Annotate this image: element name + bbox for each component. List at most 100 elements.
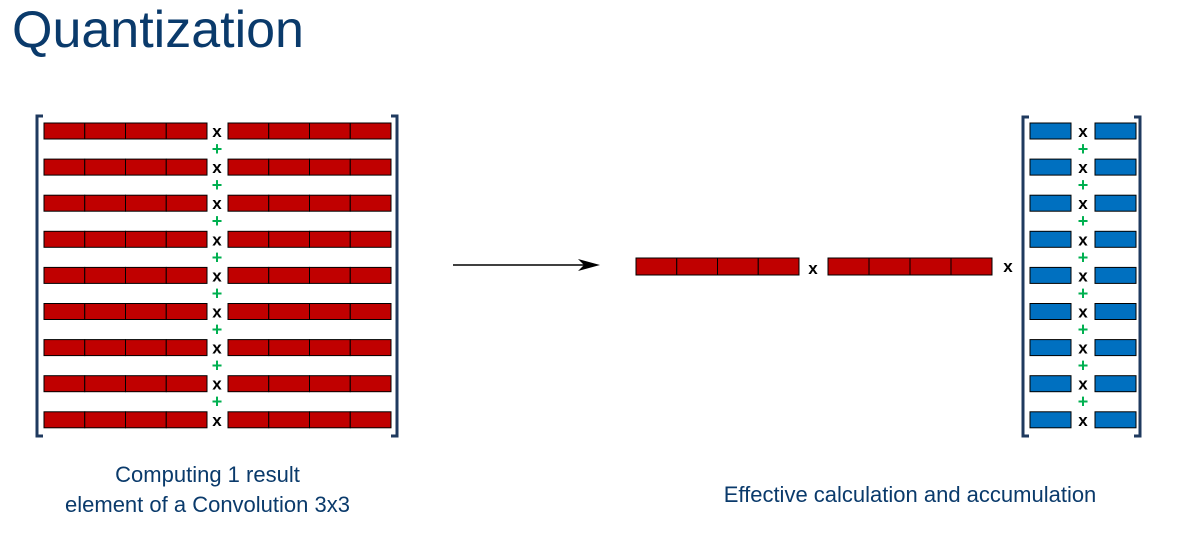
quantized-scale bbox=[1094, 266, 1137, 284]
quantized-scale bbox=[1094, 122, 1137, 140]
vector-element bbox=[165, 339, 208, 357]
vector-element bbox=[309, 194, 351, 212]
quantized-scale bbox=[1029, 266, 1072, 284]
vector-element bbox=[165, 230, 208, 248]
multiply-sign: x bbox=[1078, 266, 1088, 285]
vector-element bbox=[227, 230, 270, 248]
vector-element bbox=[43, 194, 86, 212]
vector-element bbox=[268, 339, 310, 357]
vector-element bbox=[268, 158, 310, 176]
caption-effective-calculation: Effective calculation and accumulation bbox=[723, 482, 1097, 507]
vector-element bbox=[268, 375, 310, 393]
multiply-sign: x bbox=[212, 194, 222, 213]
vector-element bbox=[227, 158, 270, 176]
multiply-sign: x bbox=[212, 158, 222, 177]
vector-element bbox=[349, 339, 392, 357]
quantized-scale bbox=[1094, 194, 1137, 212]
vector-element bbox=[165, 411, 208, 429]
vector-element bbox=[84, 158, 126, 176]
input-vector bbox=[43, 230, 208, 248]
plus-sign: + bbox=[212, 320, 223, 340]
vector-element bbox=[84, 230, 126, 248]
multiply-sign: x bbox=[212, 266, 222, 285]
arrow-head bbox=[578, 259, 600, 271]
quantized-scale bbox=[1094, 303, 1137, 320]
weight-vector bbox=[227, 158, 392, 176]
input-vector bbox=[43, 122, 208, 140]
vector-element bbox=[125, 375, 167, 393]
vector-element bbox=[227, 411, 270, 429]
plus-sign: + bbox=[212, 283, 223, 303]
vector-element bbox=[349, 411, 392, 429]
multiply-sign: x bbox=[212, 411, 222, 430]
weight-vector bbox=[227, 194, 392, 212]
multiply-sign: x bbox=[1078, 375, 1088, 394]
plus-sign: + bbox=[212, 139, 223, 159]
vector-element bbox=[84, 122, 126, 140]
vector-element bbox=[227, 375, 270, 393]
vector-element bbox=[165, 303, 208, 320]
vector-element bbox=[268, 122, 310, 140]
vector-element bbox=[43, 158, 86, 176]
vector-element bbox=[84, 303, 126, 320]
vector-element bbox=[84, 411, 126, 429]
weight-vector bbox=[827, 257, 993, 276]
vector-element bbox=[125, 122, 167, 140]
multiply-sign: x bbox=[1078, 230, 1088, 249]
vector-element bbox=[635, 257, 678, 276]
vector-element bbox=[43, 303, 86, 320]
vector-element bbox=[349, 122, 392, 140]
plus-sign: + bbox=[1078, 392, 1089, 412]
vector-element bbox=[268, 230, 310, 248]
vector-element bbox=[125, 411, 167, 429]
vector-element bbox=[268, 194, 310, 212]
vector-element bbox=[125, 339, 167, 357]
vector-element bbox=[309, 230, 351, 248]
vector-element bbox=[309, 303, 351, 320]
vector-element bbox=[717, 257, 759, 276]
vector-element bbox=[349, 266, 392, 284]
vector-element bbox=[268, 266, 310, 284]
caption-line-2: element of a Convolution 3x3 bbox=[65, 492, 350, 517]
vector-element bbox=[84, 266, 126, 284]
weight-vector bbox=[227, 375, 392, 393]
weight-vector bbox=[227, 411, 392, 429]
vector-element bbox=[349, 303, 392, 320]
accumulation-column: x+x+x+x+x+x+x+x+x bbox=[1021, 115, 1142, 438]
vector-element bbox=[676, 257, 718, 276]
vector-element bbox=[227, 194, 270, 212]
vector-element bbox=[309, 266, 351, 284]
multiply-sign: x bbox=[1003, 257, 1013, 276]
quantized-scale bbox=[1029, 411, 1072, 429]
weight-vector bbox=[227, 339, 392, 357]
vector-element bbox=[868, 257, 911, 276]
plus-sign: + bbox=[212, 211, 223, 231]
multiply-sign: x bbox=[212, 230, 222, 249]
weight-vector bbox=[227, 266, 392, 284]
slide-title: Quantization bbox=[12, 1, 304, 59]
multiply-sign: x bbox=[808, 259, 818, 278]
plus-sign: + bbox=[1078, 175, 1089, 195]
caption-convolution: Computing 1 result element of a Convoluti… bbox=[30, 460, 385, 520]
multiply-sign: x bbox=[212, 303, 222, 322]
quantized-scale bbox=[1094, 158, 1137, 176]
plus-sign: + bbox=[212, 247, 223, 267]
vector-element bbox=[125, 230, 167, 248]
quantized-scale bbox=[1029, 230, 1072, 248]
right-bracket bbox=[1134, 115, 1142, 438]
input-vector bbox=[43, 339, 208, 357]
input-vector bbox=[43, 375, 208, 393]
plus-sign: + bbox=[212, 356, 223, 376]
quantized-scale bbox=[1029, 303, 1072, 320]
vector-element bbox=[227, 122, 270, 140]
vector-element bbox=[309, 339, 351, 357]
vector-element bbox=[309, 122, 351, 140]
plus-sign: + bbox=[1078, 139, 1089, 159]
plus-sign: + bbox=[1078, 247, 1089, 267]
vector-element bbox=[43, 266, 86, 284]
vector-element bbox=[309, 411, 351, 429]
vector-element bbox=[268, 411, 310, 429]
plus-sign: + bbox=[1078, 211, 1089, 231]
